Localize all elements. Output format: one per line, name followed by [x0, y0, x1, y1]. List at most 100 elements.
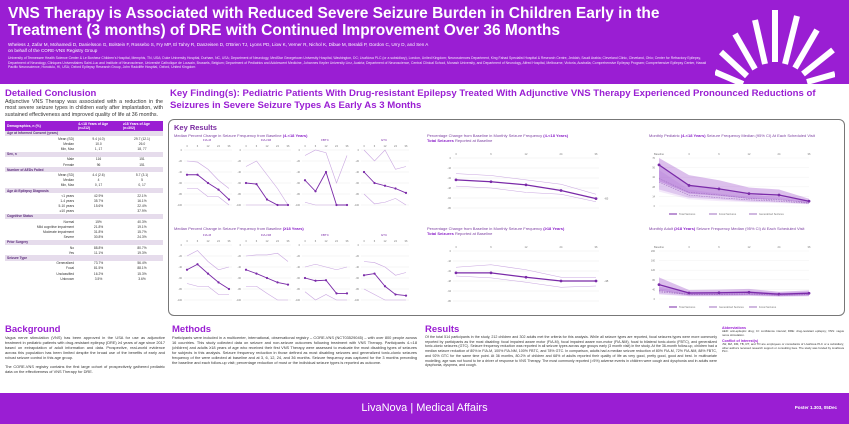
table-cell: 40.3% [137, 219, 147, 224]
data-point [404, 191, 408, 194]
x-tick-label: 36 [228, 239, 231, 243]
data-point [335, 292, 338, 295]
table-cell: Unclassified [56, 271, 75, 276]
table-cell: Median [63, 141, 75, 146]
table-cell: ≥10 years [59, 209, 75, 214]
section-label: Seizure Type [5, 255, 163, 261]
x-tick-label: Baseline [654, 152, 665, 156]
legend-label: Total Seizures [679, 305, 696, 309]
x-tick-label: 12 [748, 245, 751, 249]
table-cell: 15% [95, 219, 102, 224]
table-cell: 31.8% [93, 230, 104, 235]
abbreviations-heading: Abbreviations [722, 326, 746, 330]
x-tick-label: 36 [808, 245, 811, 249]
x-tick-label: 24 [560, 245, 563, 249]
x-tick-label: 6 [256, 144, 258, 148]
series-line [658, 178, 810, 203]
data-point [244, 181, 248, 185]
table-row: Min, Max 1, 17 18, 77 [5, 146, 163, 151]
table-cell: 18, 77 [137, 147, 147, 152]
y-tick-label: 28 [652, 186, 655, 189]
x-tick-label: 12 [748, 152, 751, 156]
mid-bot-title: Percentage Change from Baseline in Month… [427, 226, 565, 236]
data-point [303, 276, 307, 280]
ci-line-lower [363, 288, 406, 301]
panel-label: GTC [381, 138, 388, 142]
table-row: 1-4 years 35.7% 16.1% [5, 198, 163, 203]
table-cell: 88.8% [93, 245, 104, 250]
table-cell: 11.1% [93, 250, 104, 255]
y-tick-label: 0 [181, 244, 183, 247]
table-row: Median 10.0 26.0 [5, 141, 163, 146]
table-cell: Min, Max [60, 147, 75, 152]
y-tick-label: -48 [448, 187, 452, 190]
table-row: Mean (SD) 4.4 (2.6) 5.7 (3.1) [5, 172, 163, 177]
table-cell: 10.0 [95, 141, 102, 146]
data-point [687, 291, 691, 295]
abbreviations-text: AED: anti-epileptic drug; CI: confidence… [722, 329, 844, 337]
data-point [335, 203, 338, 207]
table-cell: 3.5% [94, 276, 103, 281]
data-point [657, 163, 661, 167]
data-point [404, 294, 408, 297]
data-point [265, 198, 269, 201]
y-tick-label: -80 [238, 193, 242, 196]
table-cell: 16.1% [137, 198, 147, 203]
section-label: Number of AEDs Failed [5, 167, 163, 173]
data-point [185, 173, 189, 176]
x-tick-label: 3 [186, 144, 188, 148]
table-row: Min, Max 0, 17 0, 17 [5, 183, 163, 188]
y-tick-label: -100 [236, 299, 241, 302]
x-tick-label: 3 [304, 144, 306, 148]
y-tick-label: 0 [450, 157, 452, 160]
table-cell: 116 [95, 157, 102, 162]
table-cell: 30.8% [93, 235, 104, 240]
x-tick-label: 36 [405, 144, 408, 148]
ci-line-lower [363, 193, 407, 206]
y-tick-label: -16 [448, 260, 452, 263]
ci-line-upper [363, 261, 407, 276]
table-cell: 0, 17 [138, 183, 146, 188]
demographics-table: Demographics, n (%) 4-<18 Years of Age (n… [5, 120, 163, 281]
table-row: Yes 11.1% 19.3% [5, 250, 163, 255]
table-cell: Min, Max [60, 183, 75, 188]
panel-label: FIA-NM [261, 233, 272, 237]
y-tick-label: -20 [356, 255, 360, 258]
y-tick-label: -20 [297, 255, 301, 258]
end-value-label: -65 [604, 197, 609, 201]
x-tick-label: 24 [276, 239, 279, 243]
y-tick-label: -40 [179, 266, 183, 269]
section-label: Prior Surgery [5, 239, 163, 246]
right-top-title: Monthly Pediatric (4-<18 Years) Seizure … [649, 133, 815, 138]
table-cell: 15.7% [137, 230, 147, 235]
table-cell: 5-10 years [58, 204, 75, 209]
data-point [286, 283, 290, 286]
legend-label: Generalized Seizures [719, 305, 745, 309]
table-section: Cognitive Status [5, 213, 163, 220]
ci-line-lower [246, 285, 288, 301]
table-cell: Focal [66, 266, 75, 271]
data-point [489, 271, 493, 275]
data-point [217, 281, 220, 284]
y-tick-label: 0 [240, 244, 242, 247]
y-tick-label: -40 [238, 266, 242, 269]
data-point [314, 279, 317, 282]
table-section: Prior Surgery [5, 239, 163, 246]
y-tick-label: -60 [179, 182, 183, 185]
table-cell: 4.4 (2.6) [92, 172, 105, 177]
x-tick-label: 3 [688, 245, 690, 249]
data-point [524, 183, 528, 187]
table-cell: 26.0 [138, 141, 146, 146]
data-point [747, 192, 751, 196]
series-line [658, 283, 810, 295]
table-row: Median 4 5 [5, 178, 163, 183]
data-point [394, 293, 397, 296]
ci-line-upper [455, 264, 596, 278]
x-tick-label: 3 [363, 144, 365, 148]
table-cell: 5.7 (3.1) [135, 172, 149, 177]
y-tick-label: -64 [448, 197, 452, 200]
x-tick-label: 24 [217, 239, 220, 243]
median-line [363, 171, 407, 194]
table-row: Mild cognitive impairment 21.8% 19.1% [5, 224, 163, 229]
y-tick-label: 0 [358, 149, 360, 152]
